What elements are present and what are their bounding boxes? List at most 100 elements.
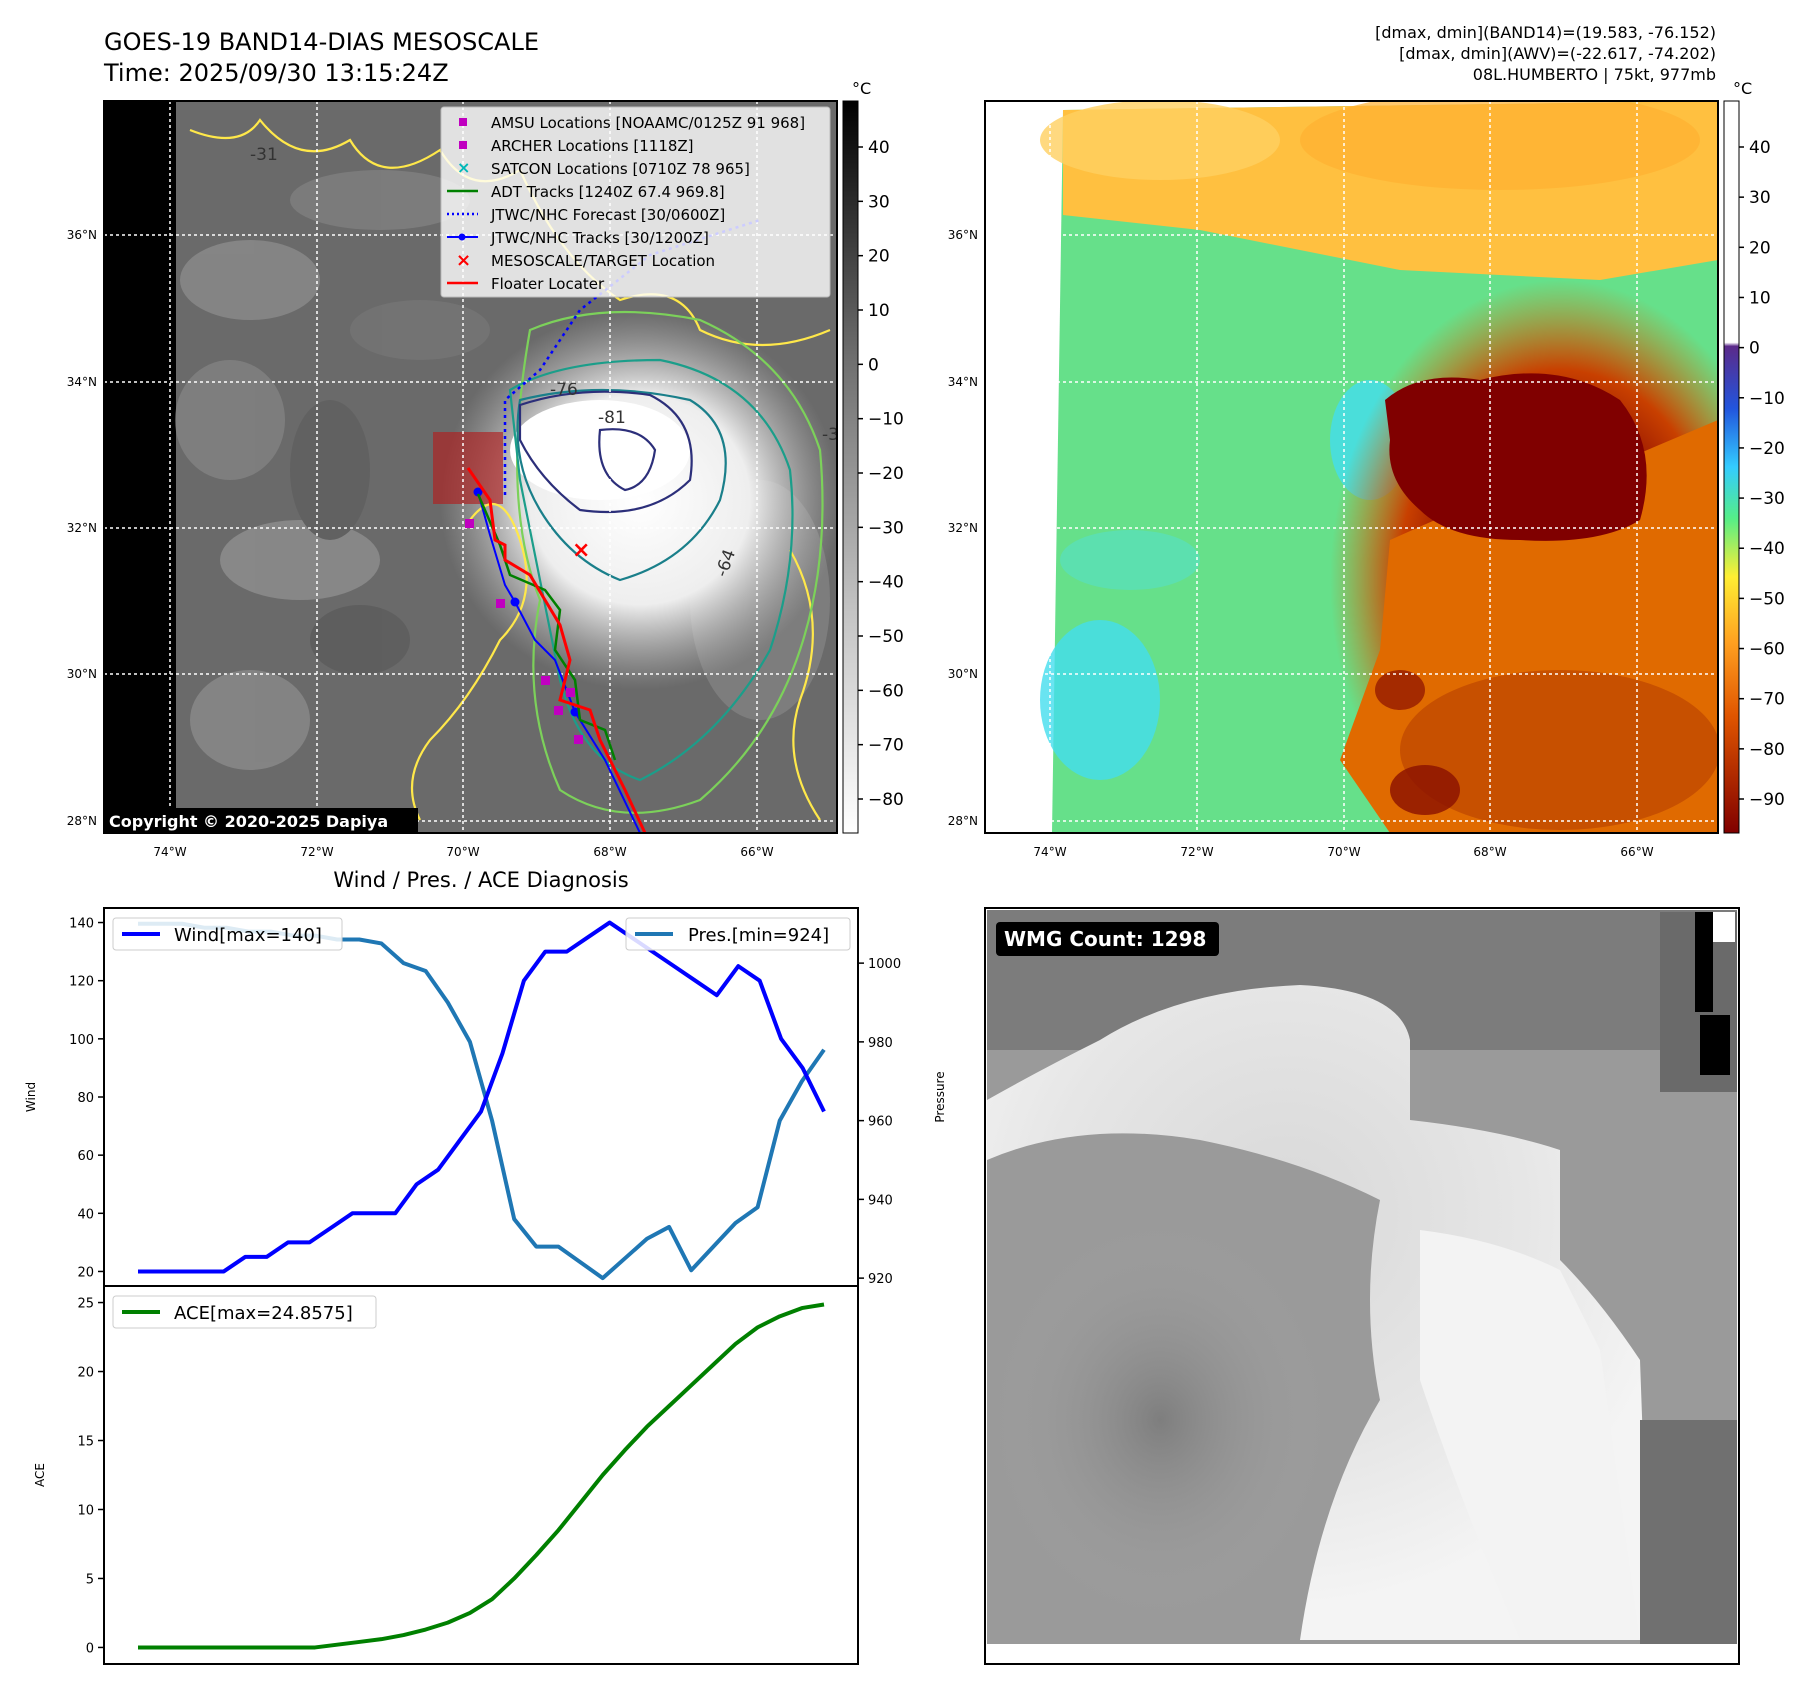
contour-yellow-west — [410, 502, 528, 821]
figure-title-line2: Time: 2025/09/30 13:15:24Z — [103, 59, 449, 87]
pressure-ytick-label-4: 1000 — [868, 957, 901, 972]
color-colorbar-tick-label-2: 20 — [1749, 238, 1771, 258]
pressure-ytick-label-1: 940 — [868, 1193, 893, 1208]
gray-colorbar-tick-label-8: −40 — [868, 573, 904, 593]
color-colorbar-tick-label-9: −50 — [1749, 589, 1785, 609]
gray-colorbar-tick-label-9: −50 — [868, 627, 904, 647]
ace-ytick-label-4: 20 — [77, 1366, 94, 1381]
gray-colorbar-unit: °C — [852, 79, 871, 98]
gray-colorbar-tick-label-3: 10 — [868, 301, 890, 321]
wmg-count-badge — [996, 922, 1219, 956]
color-colorbar-tick-label-1: 30 — [1749, 188, 1771, 208]
svg-text:74°W: 74°W — [1033, 845, 1066, 859]
legend-mesoscale: MESOSCALE/TARGET Location — [491, 252, 715, 270]
color-colorbar-tick-label-3: 10 — [1749, 288, 1771, 308]
info-line-3: 08L.HUMBERTO | 75kt, 977mb — [1473, 65, 1716, 84]
ace-ytick-label-1: 5 — [86, 1572, 94, 1587]
color-colorbar-tick-label-6: −20 — [1749, 439, 1785, 459]
svg-text:30°N: 30°N — [67, 667, 97, 681]
svg-text:70°W: 70°W — [446, 845, 479, 859]
contour-label-1: -31 — [250, 145, 278, 165]
jtwc-track-line — [477, 491, 641, 833]
gray-colorbar-tick-label-0: 40 — [868, 138, 890, 158]
wind-ytick-label-5: 120 — [69, 975, 94, 990]
pressure-ytick-label-2: 960 — [868, 1115, 893, 1130]
ace-ytick-label-0: 0 — [86, 1641, 94, 1656]
gray-colorbar-tick-label-1: 30 — [868, 192, 890, 212]
wmg-count-text: WMG Count: 1298 — [1004, 927, 1206, 951]
map2-frame — [984, 100, 1719, 834]
wind-pressure-panel: 920 940 960 980 1000 20 40 60 80 100 120 140 — [69, 907, 901, 1287]
pressure-ytick-label-3: 980 — [868, 1036, 893, 1051]
wmg-dark-region — [990, 1220, 1330, 1620]
ir-color-map: 36°N 34°N 32°N 30°N 28°N 74°W 72°W 70°W … — [948, 100, 1719, 859]
diagnosis-title: Wind / Pres. / ACE Diagnosis — [333, 868, 628, 892]
color-colorbar-tick-label-10: −60 — [1749, 640, 1785, 660]
info-line-2: [dmax, dmin](AWV)=(-22.617, -74.202) — [1399, 44, 1716, 63]
svg-text:74°W: 74°W — [153, 845, 186, 859]
gray-colorbar-tick-label-12: −80 — [868, 790, 904, 810]
track-legend: × × AMSU Locations [NOAAMC/0125Z 91 968]… — [440, 106, 831, 298]
svg-text:72°W: 72°W — [1180, 845, 1213, 859]
ace-line — [138, 1302, 825, 1650]
map1-lon-labels: 74°W 72°W 70°W 68°W 66°W — [153, 845, 773, 859]
legend-jtwc-forecast: JTWC/NHC Forecast [30/0600Z] — [490, 206, 725, 224]
copyright-text: Copyright © 2020-2025 Dapiya — [109, 812, 388, 831]
svg-text:68°W: 68°W — [593, 845, 626, 859]
ir-grayscale-map: -31 -76 -81 -64 -31 — [67, 100, 838, 859]
amsu-archer-markers — [465, 519, 583, 744]
contour-teal-inner — [516, 388, 727, 582]
wind-line — [138, 920, 826, 1274]
svg-text:28°N: 28°N — [67, 814, 97, 828]
contour-navy-inner — [598, 428, 657, 492]
mesoscale-target-marker: × — [572, 538, 590, 563]
contour-label-3: -81 — [598, 408, 626, 428]
pressure-axis-label: Pressure — [933, 1071, 947, 1122]
figure-title-line1: GOES-19 BAND14-DIAS MESOSCALE — [104, 28, 539, 56]
wind-ytick-label-1: 40 — [77, 1207, 94, 1222]
ace-legend-label: ACE[max=24.8575] — [174, 1303, 353, 1324]
svg-text:36°N: 36°N — [67, 228, 97, 242]
pressure-legend: Pres.[min=924] — [625, 917, 851, 951]
svg-text:32°N: 32°N — [948, 521, 978, 535]
ace-axis-label: ACE — [33, 1463, 47, 1487]
ace-legend: ACE[max=24.8575] — [112, 1295, 377, 1329]
gray-colorbar-tick-label-2: 20 — [868, 247, 890, 267]
pressure-ytick-label-0: 920 — [868, 1272, 893, 1287]
pressure-legend-label: Pres.[min=924] — [688, 925, 829, 946]
color-colorbar-tick-label-8: −40 — [1749, 539, 1785, 559]
gray-colorbar-tick-label-6: −20 — [868, 464, 904, 484]
ace-ytick-label-3: 15 — [77, 1435, 94, 1450]
copyright-box — [104, 808, 418, 833]
legend-satcon: SATCON Locations [0710Z 78 965] — [491, 160, 750, 178]
svg-text:34°N: 34°N — [67, 375, 97, 389]
color-colorbar-tick-label-5: −10 — [1749, 389, 1785, 409]
gray-colorbar-tick-label-4: 0 — [868, 355, 879, 375]
storm-cloud-shield — [440, 310, 837, 690]
svg-text:70°W: 70°W — [1327, 845, 1360, 859]
color-colorbar-tick-label-11: −70 — [1749, 690, 1785, 710]
svg-text:66°W: 66°W — [1620, 845, 1653, 859]
svg-text:34°N: 34°N — [948, 375, 978, 389]
wmg-panel: WMG Count: 1298 — [984, 907, 1740, 1665]
svg-text:30°N: 30°N — [948, 667, 978, 681]
color-colorbar-tick-label-0: 40 — [1749, 138, 1771, 158]
color-colorbar-tick-label-12: −80 — [1749, 740, 1785, 760]
ace-ytick-label-5: 25 — [77, 1297, 94, 1312]
jtwc-forecast-line — [503, 218, 761, 495]
svg-text:66°W: 66°W — [740, 845, 773, 859]
map1-frame — [103, 100, 838, 834]
contour-navy-core — [518, 390, 693, 514]
legend-amsu: AMSU Locations [NOAAMC/0125Z 91 968] — [491, 114, 805, 132]
gray-colorbar: °C 40 30 20 10 0 −10 −20 −30 −40 −50 −60 −70 −80 — [842, 79, 904, 834]
gray-colorbar-tick-label-5: −10 — [868, 410, 904, 430]
map2-lat-labels: 36°N 34°N 32°N 30°N 28°N — [948, 228, 978, 828]
jtwc-track-points — [473, 487, 580, 717]
svg-text:68°W: 68°W — [1473, 845, 1506, 859]
color-colorbar-tick-label-4: 0 — [1749, 339, 1760, 359]
no-data-strip — [104, 101, 176, 833]
gray-colorbar-tick-label-7: −30 — [868, 518, 904, 538]
legend-archer: ARCHER Locations [1118Z] — [491, 137, 694, 155]
wind-ytick-label-2: 60 — [77, 1149, 94, 1164]
